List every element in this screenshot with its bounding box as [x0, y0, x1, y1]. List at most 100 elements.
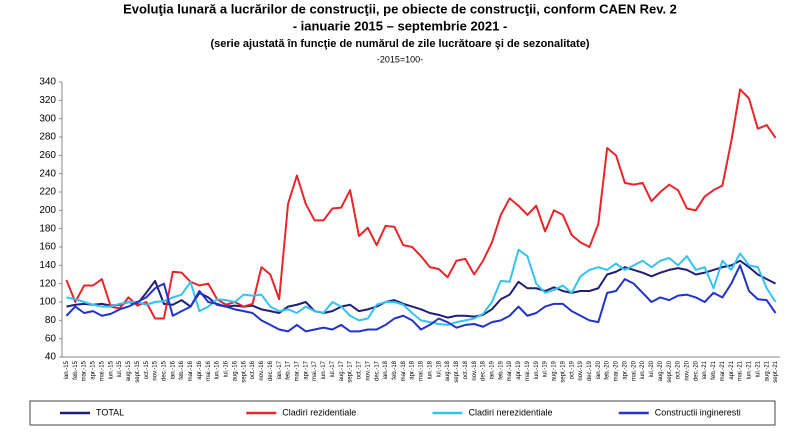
x-tick-label: apr.-16	[197, 360, 203, 379]
y-tick-label: 140	[39, 260, 56, 271]
x-tick-label: nov.-19	[578, 360, 584, 380]
y-tick-label: 200	[39, 205, 56, 216]
x-tick-label: iul.-16	[224, 360, 230, 377]
y-tick-label: 300	[39, 113, 56, 124]
x-tick-label: aug.-15	[126, 360, 132, 381]
x-tick-label: feb.-15	[73, 360, 79, 379]
series-line	[65, 264, 777, 333]
x-tick-label: oct.-16	[250, 360, 256, 379]
x-tick-label: iun.-15	[108, 360, 114, 379]
x-tick-label: ian.-18	[383, 360, 389, 379]
x-tick-label: sept.-18	[454, 360, 460, 382]
x-tick-label: iun.-21	[747, 360, 753, 379]
x-tick-label: oct.-17	[357, 360, 363, 379]
y-tick-label: 340	[39, 77, 56, 88]
x-tick-label: mai.-16	[206, 360, 212, 381]
x-tick-label: iul.-20	[649, 360, 655, 377]
x-tick-label: apr.-18	[410, 360, 416, 379]
x-tick-label: dec.-16	[268, 360, 274, 381]
y-tick-label: 160	[39, 242, 56, 253]
chart-note: (serie ajustată în funcţie de numărul de…	[210, 38, 589, 50]
x-tick-label: apr.-21	[729, 360, 735, 379]
y-tick-label: 60	[45, 333, 57, 344]
chart-subtitle: - ianuarie 2015 – septembrie 2021 -	[293, 18, 508, 33]
y-tick-label: 180	[39, 223, 56, 234]
x-tick-label: apr.-19	[516, 360, 522, 379]
x-tick-label: iul.-17	[330, 360, 336, 377]
x-tick-label: nov.-15	[153, 360, 159, 380]
x-tick-label: dec.-19	[587, 360, 593, 381]
x-tick-label: mai.-21	[738, 360, 744, 381]
x-tick-label: feb.-19	[498, 360, 504, 379]
legend-label: TOTAL	[96, 407, 124, 417]
x-tick-label: sept.-15	[135, 360, 141, 382]
x-tick-label: aug.-20	[658, 360, 664, 381]
x-tick-label: iul.-21	[755, 360, 761, 377]
chart-title: Evoluţia lunară a lucrărilor de construc…	[123, 1, 677, 16]
y-tick-label: 80	[45, 315, 57, 326]
x-tick-label: ian.-16	[170, 360, 176, 379]
x-tick-label: aug.-19	[552, 360, 558, 381]
y-tick-label: 320	[39, 95, 56, 106]
y-tick-label: 100	[39, 297, 56, 308]
x-tick-label: mai.-17	[312, 360, 318, 381]
x-tick-label: mar.-20	[614, 360, 620, 381]
x-tick-label: mai.-15	[99, 360, 105, 381]
x-tick-label: sept.-21	[773, 360, 779, 382]
y-tick-label: 280	[39, 132, 56, 143]
x-tick-label: ian.-20	[596, 360, 602, 379]
x-tick-label: mar.-16	[188, 360, 194, 381]
x-tick-label: nov.-20	[685, 360, 691, 380]
legend-label: Constructii ingineresti	[655, 407, 741, 417]
x-tick-label: sept.-16	[241, 360, 247, 382]
x-tick-label: ian.-21	[702, 360, 708, 379]
x-tick-label: dec.-20	[693, 360, 699, 381]
x-tick-label: ian.-19	[489, 360, 495, 379]
x-tick-label: aug.-16	[232, 360, 238, 381]
x-tick-label: iun.-16	[215, 360, 221, 379]
x-tick-label: apr.-15	[91, 360, 97, 379]
x-tick-label: aug.-17	[339, 360, 345, 381]
series-line	[66, 259, 777, 319]
series-line	[66, 248, 777, 326]
y-tick-label: 220	[39, 187, 56, 198]
x-tick-label: sept.-17	[348, 360, 354, 382]
x-tick-label: ian.-15	[64, 360, 70, 379]
x-tick-label: iul.-18	[436, 360, 442, 377]
y-tick-label: 40	[45, 352, 57, 363]
x-tick-label: mar.-21	[720, 360, 726, 381]
x-tick-label: mai.-19	[525, 360, 531, 381]
x-tick-label: feb.-16	[179, 360, 185, 379]
x-tick-label: mai.-18	[419, 360, 425, 381]
y-tick-label: 240	[39, 168, 56, 179]
x-tick-label: iun.-20	[640, 360, 646, 379]
x-tick-label: mar.-17	[294, 360, 300, 381]
x-tick-label: iun.-19	[534, 360, 540, 379]
x-tick-label: apr.-20	[622, 360, 628, 379]
x-tick-label: feb.-17	[286, 360, 292, 379]
x-tick-label: dec.-18	[481, 360, 487, 381]
x-tick-label: nov.-17	[365, 360, 371, 380]
x-tick-label: ian.-17	[277, 360, 283, 379]
x-tick-label: aug.-21	[764, 360, 770, 381]
x-tick-label: nov.-18	[472, 360, 478, 380]
x-tick-label: mar.-18	[401, 360, 407, 381]
x-tick-label: dec.-17	[374, 360, 380, 381]
x-tick-label: dec.-15	[162, 360, 168, 381]
x-tick-label: iul.-19	[543, 360, 549, 377]
x-tick-label: oct.-20	[676, 360, 682, 379]
x-tick-label: oct.-18	[463, 360, 469, 379]
x-tick-label: sept.-19	[560, 360, 566, 382]
y-tick-label: 260	[39, 150, 56, 161]
x-tick-label: iun.-17	[321, 360, 327, 379]
x-tick-label: sept.-20	[667, 360, 673, 382]
x-tick-label: iul.-15	[117, 360, 123, 377]
series-line	[65, 88, 777, 320]
y-tick-label: 120	[39, 278, 56, 289]
x-tick-label: oct.-15	[144, 360, 150, 379]
legend-box	[29, 400, 776, 426]
x-tick-label: feb.-18	[392, 360, 398, 379]
x-tick-label: apr.-17	[303, 360, 309, 379]
x-tick-label: mar.-19	[507, 360, 513, 381]
legend-label: Cladiri nerezidentiale	[469, 407, 553, 417]
